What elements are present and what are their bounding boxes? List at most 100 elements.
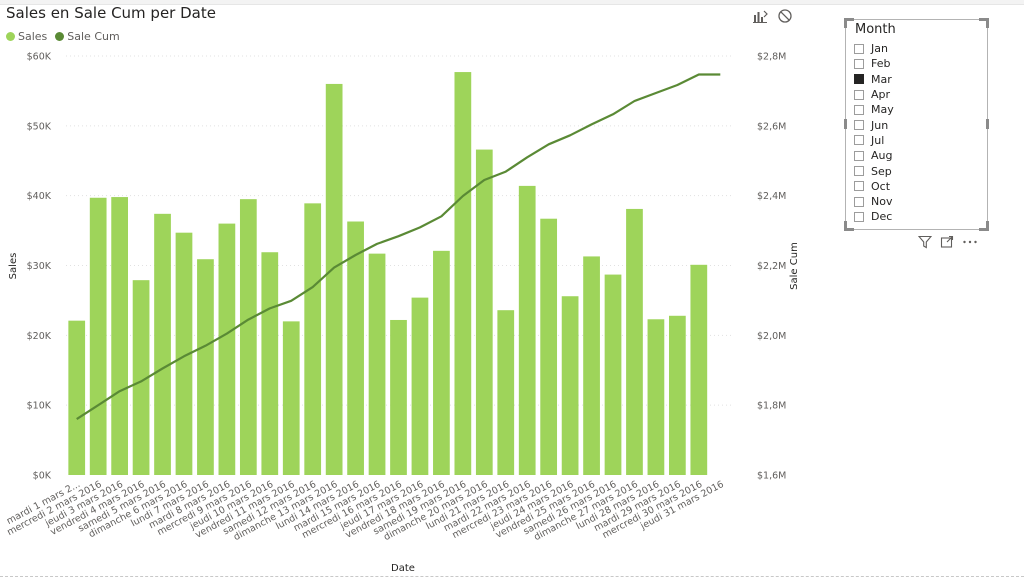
- slicer-item-label: Oct: [871, 179, 891, 193]
- filter-icon[interactable]: [917, 234, 933, 253]
- bar[interactable]: [175, 232, 193, 475]
- bar[interactable]: [132, 280, 150, 475]
- y2-tick-label: $1,6M: [757, 471, 786, 482]
- bar[interactable]: [647, 319, 665, 475]
- checkbox[interactable]: [854, 181, 864, 192]
- slicer-item-oct[interactable]: Oct: [854, 179, 894, 194]
- bar[interactable]: [197, 259, 214, 475]
- slicer-item-may[interactable]: May: [854, 102, 894, 117]
- bar[interactable]: [111, 197, 128, 475]
- bar[interactable]: [561, 296, 579, 475]
- drill-icon[interactable]: [752, 8, 768, 24]
- checkbox[interactable]: [854, 104, 864, 115]
- checkbox[interactable]: [854, 74, 864, 85]
- checkbox[interactable]: [854, 196, 864, 207]
- legend-item-sale-cum[interactable]: Sale Cum: [55, 30, 120, 43]
- resize-handle-bottom-left[interactable]: [844, 221, 854, 231]
- bar[interactable]: [325, 83, 343, 475]
- y-tick-label: $50K: [27, 121, 52, 132]
- slicer-item-aug[interactable]: Aug: [854, 148, 894, 163]
- y2-tick-label: $2,4M: [757, 191, 786, 202]
- bar[interactable]: [454, 72, 472, 475]
- bar[interactable]: [390, 319, 407, 475]
- slicer-actions: [917, 234, 978, 253]
- bar[interactable]: [518, 185, 536, 475]
- slicer-item-label: Jun: [871, 118, 889, 132]
- slicer-item-label: Sep: [871, 164, 892, 178]
- y-tick-label: $60K: [27, 52, 52, 63]
- legend-item-sales[interactable]: Sales: [6, 30, 47, 43]
- resize-handle-right[interactable]: [986, 119, 989, 129]
- y-tick-label: $20K: [27, 331, 52, 342]
- slicer-item-nov[interactable]: Nov: [854, 194, 894, 209]
- slicer-item-label: Feb: [871, 57, 891, 71]
- checkbox[interactable]: [854, 58, 864, 69]
- y2-axis-title: Sale Cum: [789, 242, 800, 290]
- resize-handle-bottom-right[interactable]: [979, 221, 989, 231]
- checkbox[interactable]: [854, 135, 864, 146]
- more-options-icon[interactable]: [962, 234, 978, 253]
- axes: $0K $10K $20K $30K $40K $50K $60K $1,6M $1,8M $2,…: [5, 52, 786, 544]
- bar[interactable]: [540, 218, 558, 475]
- legend-label-sales: Sales: [18, 30, 48, 43]
- bar[interactable]: [282, 321, 300, 475]
- y-tick-label: $0K: [33, 471, 52, 482]
- resize-handle-top-left[interactable]: [844, 18, 854, 28]
- y-axis-title: Sales: [8, 253, 19, 280]
- bar[interactable]: [690, 264, 708, 475]
- slicer-item-feb[interactable]: Feb: [854, 56, 894, 71]
- checkbox[interactable]: [854, 120, 864, 131]
- slicer-item-sep[interactable]: Sep: [854, 163, 894, 178]
- slicer-item-label: Nov: [871, 195, 893, 209]
- sales-bars: [68, 72, 708, 476]
- bar[interactable]: [261, 252, 279, 475]
- slicer-list: Jan Feb Mar Apr May Jun Jul Aug Sep Oct Nov Dec: [854, 41, 894, 225]
- bar[interactable]: [368, 253, 386, 475]
- resize-handle-left[interactable]: [844, 119, 847, 129]
- checkbox[interactable]: [854, 166, 864, 177]
- bar[interactable]: [604, 274, 622, 475]
- top-strip: [0, 0, 1024, 5]
- checkbox[interactable]: [854, 150, 864, 161]
- slicer-item-jul[interactable]: Jul: [854, 133, 894, 148]
- slicer-item-jun[interactable]: Jun: [854, 117, 894, 132]
- bar[interactable]: [89, 197, 107, 476]
- y2-tick-label: $2,6M: [757, 121, 786, 132]
- sale-cum-line: [76, 73, 721, 421]
- bar[interactable]: [304, 203, 322, 475]
- slicer-item-dec[interactable]: Dec: [854, 209, 894, 224]
- y2-tick-label: $1,8M: [757, 401, 786, 412]
- legend-swatch-sales: [6, 32, 15, 41]
- chart-legend: Sales Sale Cum: [6, 30, 120, 43]
- focus-mode-icon[interactable]: [940, 234, 954, 253]
- line-series[interactable]: [76, 73, 721, 421]
- no-filter-icon[interactable]: [777, 8, 793, 24]
- checkbox[interactable]: [854, 89, 864, 100]
- bar[interactable]: [411, 297, 429, 475]
- bar[interactable]: [626, 208, 643, 475]
- slicer-item-label: Dec: [871, 210, 893, 224]
- bar[interactable]: [154, 213, 171, 475]
- slicer-item-mar[interactable]: Mar: [854, 72, 894, 87]
- checkbox[interactable]: [854, 43, 864, 54]
- bar[interactable]: [475, 149, 493, 475]
- bar[interactable]: [497, 310, 515, 475]
- bar[interactable]: [347, 221, 364, 475]
- bar[interactable]: [669, 315, 686, 475]
- slicer-title: Month: [855, 22, 896, 37]
- bar[interactable]: [68, 320, 86, 475]
- slicer-item-jan[interactable]: Jan: [854, 41, 894, 56]
- y2-tick-label: $2,0M: [757, 331, 786, 342]
- slicer-item-label: Apr: [871, 88, 891, 102]
- y-tick-label: $40K: [27, 191, 52, 202]
- bar[interactable]: [218, 223, 236, 475]
- resize-handle-top-right[interactable]: [979, 18, 989, 28]
- x-axis-title: Date: [391, 563, 415, 574]
- slicer-item-apr[interactable]: Apr: [854, 87, 894, 102]
- bar[interactable]: [583, 256, 600, 475]
- bar[interactable]: [433, 250, 450, 475]
- checkbox[interactable]: [854, 211, 864, 222]
- y2-tick-label: $2,8M: [757, 52, 786, 63]
- bar[interactable]: [239, 199, 257, 476]
